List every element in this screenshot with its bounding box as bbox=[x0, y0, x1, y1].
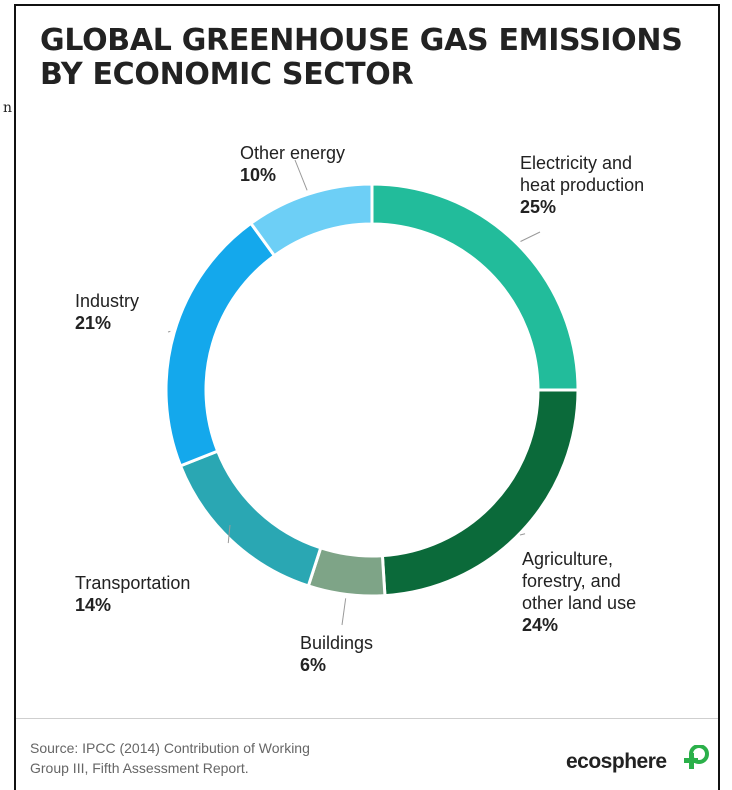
ecosphere-logo: ecosphere bbox=[566, 750, 667, 773]
leader-line bbox=[519, 533, 526, 536]
slice-label: Agriculture, forestry, and other land us… bbox=[522, 548, 636, 636]
chart-title: GLOBAL GREENHOUSE GAS EMISSIONS BY ECONO… bbox=[40, 24, 700, 92]
leader-line bbox=[167, 330, 171, 333]
stray-text: n bbox=[3, 100, 13, 116]
slice-label-name: Buildings bbox=[300, 633, 374, 653]
slice-transportation bbox=[178, 449, 323, 588]
slice-label-value: 10% bbox=[240, 165, 277, 185]
slice-label-name: Transportation bbox=[75, 573, 191, 593]
slice-label-value: 6% bbox=[300, 655, 327, 675]
slice-label-name: Electricity and heat production bbox=[520, 153, 645, 195]
leader-line bbox=[227, 524, 231, 544]
slice-label: Transportation 14% bbox=[75, 572, 190, 616]
slice-label-value: 24% bbox=[522, 615, 559, 635]
chart-frame bbox=[14, 4, 720, 790]
source-note: Source: IPCC (2014) Contribution of Work… bbox=[30, 740, 310, 776]
slice-label-value: 25% bbox=[520, 197, 557, 217]
slice-label-name: Industry bbox=[75, 291, 140, 311]
donut-slices bbox=[164, 182, 580, 598]
chart-title-line-2: BY ECONOMIC SECTOR bbox=[40, 57, 414, 92]
slice-label: Buildings 6% bbox=[300, 632, 373, 676]
leader-line bbox=[520, 231, 541, 242]
slice-label-value: 14% bbox=[75, 595, 112, 615]
leader-line bbox=[341, 598, 347, 626]
leader-lines bbox=[167, 159, 541, 626]
slice-industry bbox=[164, 221, 277, 468]
slice-label-name: Other energy bbox=[240, 143, 346, 163]
logo-plus-leaf-icon bbox=[684, 745, 709, 769]
slice-label-value: 21% bbox=[75, 313, 112, 333]
slice-label: Industry 21% bbox=[75, 290, 139, 334]
leader-line bbox=[294, 159, 308, 191]
slice-label-name: Agriculture, forestry, and other land us… bbox=[522, 549, 637, 613]
chart-title-line-1: GLOBAL GREENHOUSE GAS EMISSIONS bbox=[40, 23, 683, 58]
slice-other-energy bbox=[248, 182, 374, 258]
footer-divider bbox=[16, 718, 718, 719]
slice-label: Electricity and heat production 25% bbox=[520, 152, 644, 218]
slice-label: Other energy 10% bbox=[240, 142, 345, 186]
